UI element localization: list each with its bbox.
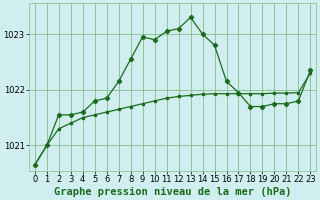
X-axis label: Graphe pression niveau de la mer (hPa): Graphe pression niveau de la mer (hPa): [54, 186, 291, 197]
